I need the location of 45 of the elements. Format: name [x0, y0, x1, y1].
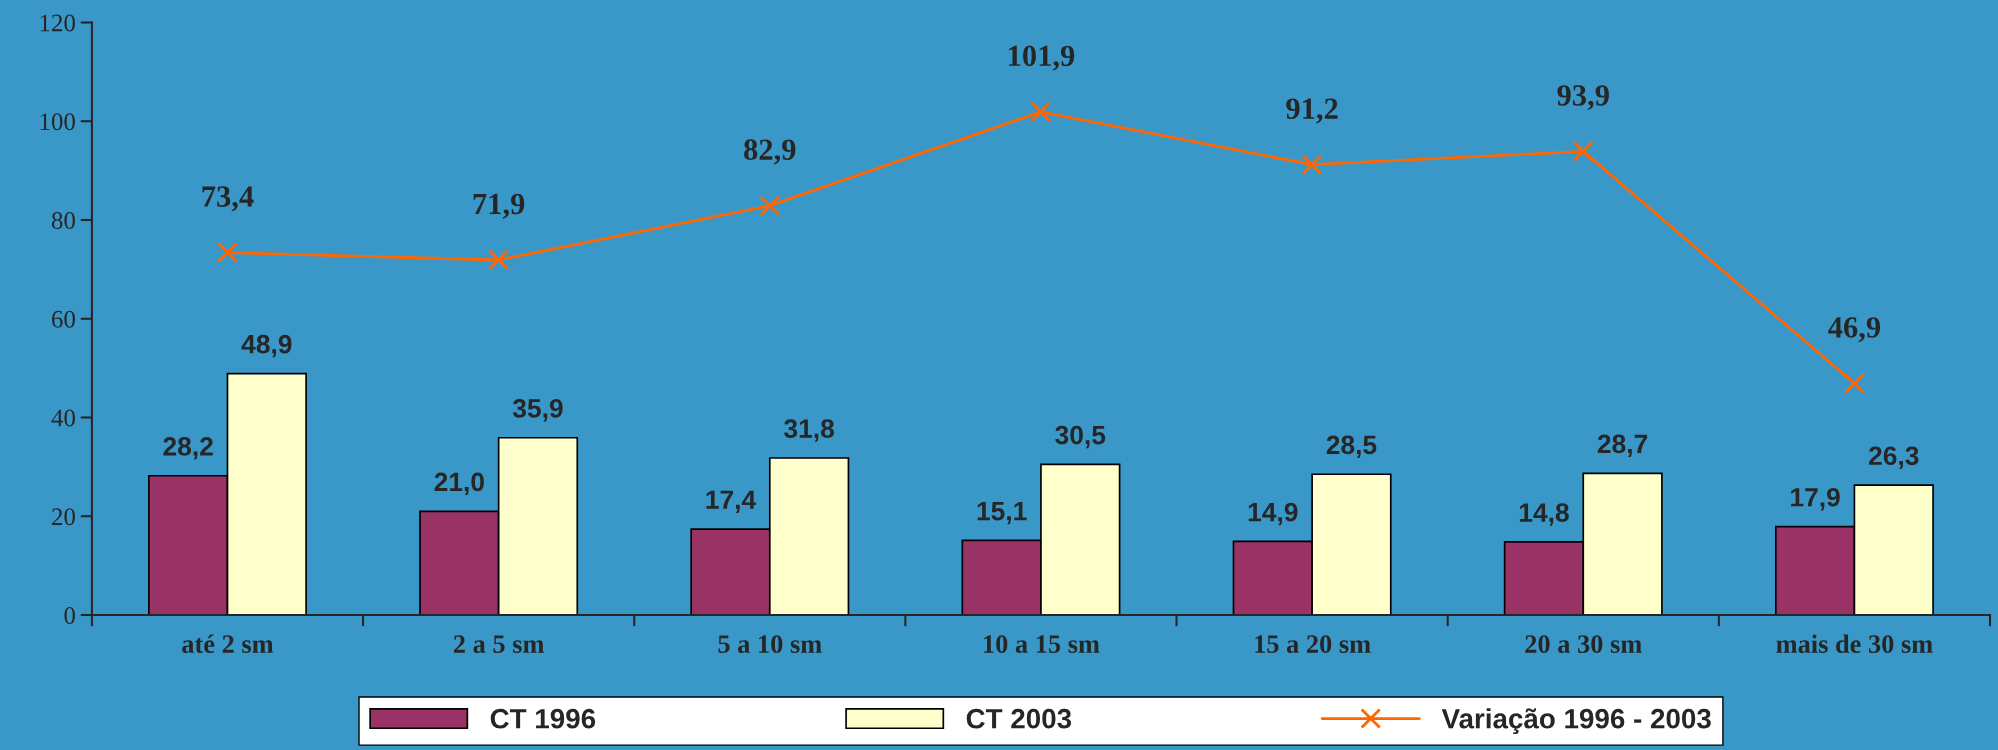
data-label: 17,4	[706, 490, 757, 513]
data-label: 21,0	[434, 472, 484, 496]
point	[759, 195, 781, 217]
legend-label: CT 2003	[966, 708, 1072, 729]
data-label: 28,5	[1326, 435, 1377, 459]
data-label: 30,5	[1055, 425, 1106, 449]
x-tick-label: 5 a 10 sm	[718, 635, 822, 654]
point	[1844, 373, 1865, 394]
data-label: 82,9	[744, 139, 796, 165]
data-label: 71,9	[473, 193, 525, 219]
point	[1572, 140, 1594, 162]
data-label: 48,9	[241, 334, 292, 358]
x-tick-label: 10 a 15 sm	[984, 635, 1100, 654]
legend-label: CT 1996	[490, 708, 596, 729]
y-tick-label: 20	[52, 508, 75, 526]
point	[1301, 154, 1323, 176]
y-tick-label: 40	[51, 409, 75, 427]
x-tick-label: 20 a 30 sm	[1525, 635, 1642, 654]
x-tick-label: 15 a 20 sm	[1255, 635, 1371, 654]
data-label: 14,8	[1519, 503, 1569, 526]
data-label: 91,2	[1286, 98, 1338, 124]
x-tick-label: mais de 30 sm	[1776, 634, 1933, 654]
y-tick-label: 80	[51, 212, 75, 229]
y-tick-label: 120	[40, 14, 75, 32]
data-label: 15,1	[977, 502, 1027, 525]
data-label: 17,9	[1791, 487, 1840, 511]
data-label: 28,7	[1597, 434, 1648, 458]
data-label: 93,9	[1557, 85, 1609, 111]
data-label: 46,9	[1828, 317, 1881, 343]
data-label: 35,9	[512, 399, 563, 422]
data-label: 73,4	[202, 186, 254, 212]
x-tick-label: 2 a 5 sm	[453, 635, 545, 654]
x-tick-label: até 2 sm	[182, 634, 274, 654]
point	[217, 242, 238, 264]
data-label: 26,3	[1868, 446, 1919, 469]
data-label: 31,8	[784, 419, 834, 442]
point	[1030, 101, 1052, 123]
y-tick-label: 0	[64, 607, 75, 624]
legend-label: Variação 1996 - 2003	[1441, 708, 1711, 735]
data-label: 28,2	[163, 437, 213, 460]
point	[488, 249, 510, 271]
data-label: 14,9	[1248, 502, 1298, 526]
y-tick-label: 100	[40, 113, 75, 131]
y-tick-label: 60	[52, 310, 75, 328]
data-label: 101,9	[1009, 45, 1075, 71]
